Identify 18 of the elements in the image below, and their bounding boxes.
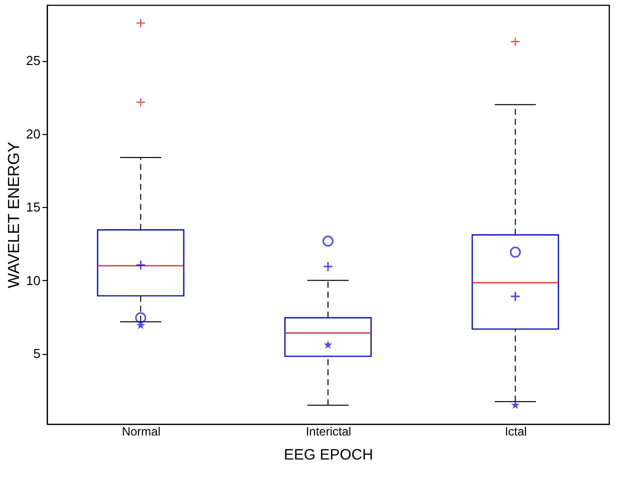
point [511, 400, 520, 409]
y-tick-label: 20 [26, 126, 40, 142]
point [510, 246, 521, 258]
x-tick-label: Interictal [306, 424, 352, 438]
point [322, 236, 334, 247]
point [324, 340, 332, 349]
y-tick-label: 5 [33, 346, 40, 362]
point [136, 320, 145, 330]
y-tick-label: 25 [26, 53, 40, 68]
y-axis-title: WAVELET ENERGY [6, 141, 24, 288]
point [510, 291, 521, 302]
x-tick-label: Ictal [504, 424, 527, 438]
x-axis-title: EEG EPOCH [284, 446, 374, 464]
point [135, 312, 146, 324]
y-tick-label: 15 [26, 200, 40, 215]
y-tick-label: 10 [26, 272, 40, 288]
point [135, 260, 146, 270]
x-tick-label: Normal [122, 424, 161, 438]
